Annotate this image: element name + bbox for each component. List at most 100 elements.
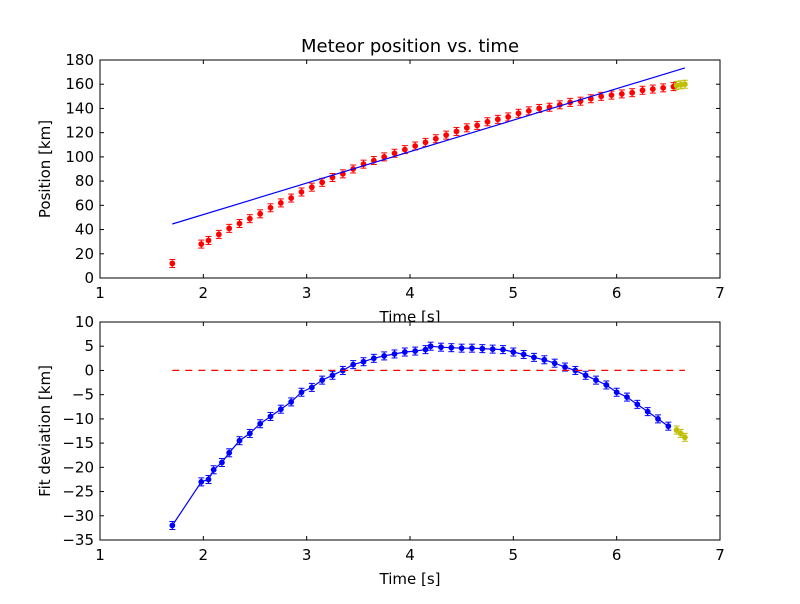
- x-tick-label: 7: [715, 284, 725, 302]
- data-point: [453, 128, 460, 135]
- data-point: [169, 522, 176, 529]
- data-point: [277, 200, 284, 206]
- data-point: [479, 345, 486, 352]
- data-point: [624, 394, 630, 400]
- y-axis-label: Position [km]: [36, 120, 54, 218]
- data-point: [298, 389, 305, 396]
- data-point: [562, 364, 568, 370]
- data-point: [288, 195, 295, 201]
- data-point: [432, 135, 439, 142]
- x-tick-label: 2: [199, 284, 209, 302]
- y-tick-label: 0: [84, 361, 94, 379]
- data-point: [319, 377, 326, 384]
- x-tick-label: 4: [405, 546, 415, 564]
- y-tick-label: 180: [65, 51, 94, 69]
- data-point: [531, 354, 537, 361]
- data-point: [649, 86, 656, 92]
- data-point: [536, 105, 543, 112]
- data-point: [267, 204, 274, 211]
- data-point: [673, 427, 680, 433]
- data-point: [484, 118, 491, 125]
- x-tick-label: 5: [509, 546, 519, 564]
- plot-frame: [99, 321, 721, 541]
- y-tick-label: 60: [75, 196, 94, 214]
- series-1: [673, 79, 688, 90]
- y-axis-label: Fit deviation [km]: [36, 365, 54, 497]
- y-tick-label: 5: [84, 337, 94, 355]
- data-point: [422, 346, 429, 353]
- data-point: [500, 346, 506, 353]
- x-tick-label: 1: [95, 284, 105, 302]
- data-point: [505, 114, 512, 120]
- y-tick-label: −35: [62, 531, 94, 549]
- x-tick-label: 1: [95, 546, 105, 564]
- data-point: [608, 92, 615, 99]
- data-point: [603, 382, 610, 388]
- data-point: [246, 430, 253, 437]
- data-point: [391, 351, 398, 357]
- data-point: [520, 351, 527, 358]
- data-point: [525, 107, 532, 114]
- data-point: [515, 110, 522, 117]
- data-point: [422, 139, 429, 146]
- series-line: [172, 67, 686, 225]
- data-point: [593, 377, 599, 384]
- data-point: [438, 344, 444, 351]
- data-point: [205, 237, 212, 244]
- data-point: [629, 89, 636, 96]
- y-tick-label: 140: [65, 99, 94, 117]
- data-point: [494, 116, 501, 123]
- data-point: [510, 349, 517, 355]
- y-tick-label: 160: [65, 75, 94, 93]
- x-tick-label: 6: [612, 284, 622, 302]
- data-point: [246, 215, 253, 222]
- data-point: [198, 241, 205, 247]
- chart-title: Meteor position vs. time: [301, 36, 519, 57]
- data-point: [298, 189, 305, 195]
- x-tick-label: 4: [405, 284, 415, 302]
- data-point: [329, 372, 336, 379]
- data-point: [469, 345, 475, 352]
- data-point: [412, 348, 419, 354]
- data-point: [427, 343, 434, 350]
- data-point: [360, 358, 367, 365]
- data-point: [634, 401, 641, 408]
- data-point: [644, 408, 651, 415]
- data-point: [236, 220, 243, 227]
- data-point: [319, 179, 326, 186]
- data-point: [169, 260, 176, 267]
- data-point: [236, 437, 243, 444]
- x-tick-label: 3: [302, 284, 312, 302]
- data-point: [401, 349, 408, 355]
- data-point: [598, 93, 605, 100]
- y-tick-label: −15: [62, 434, 94, 452]
- y-tick-label: 80: [75, 172, 94, 190]
- y-tick-label: 40: [75, 221, 94, 239]
- y-tick-label: −25: [62, 483, 94, 501]
- data-point: [198, 478, 205, 485]
- y-tick-label: 0: [84, 269, 94, 287]
- data-point: [474, 122, 481, 129]
- data-point: [681, 81, 688, 88]
- plot-frame: [99, 59, 721, 279]
- data-point: [350, 361, 357, 368]
- data-point: [257, 420, 264, 427]
- data-point: [210, 466, 217, 473]
- x-tick-label: 5: [509, 284, 519, 302]
- data-point: [655, 415, 661, 422]
- data-point: [582, 372, 589, 379]
- data-point: [391, 150, 398, 157]
- data-point: [448, 344, 455, 351]
- data-point: [618, 91, 625, 97]
- y-tick-label: −10: [62, 410, 94, 428]
- series-1: [673, 425, 688, 442]
- series-2: [172, 67, 686, 225]
- x-axis-label: Time [s]: [379, 570, 441, 588]
- x-tick-label: 7: [715, 546, 725, 564]
- data-point: [226, 449, 233, 456]
- deviation-plot: 1 2 3 4 5 6 7 −35 −30 −25 −20 −15 −10 −5 0 5 10 Time [s] F…: [36, 313, 725, 588]
- data-point: [215, 231, 222, 238]
- data-point: [639, 87, 646, 94]
- data-point: [288, 399, 295, 405]
